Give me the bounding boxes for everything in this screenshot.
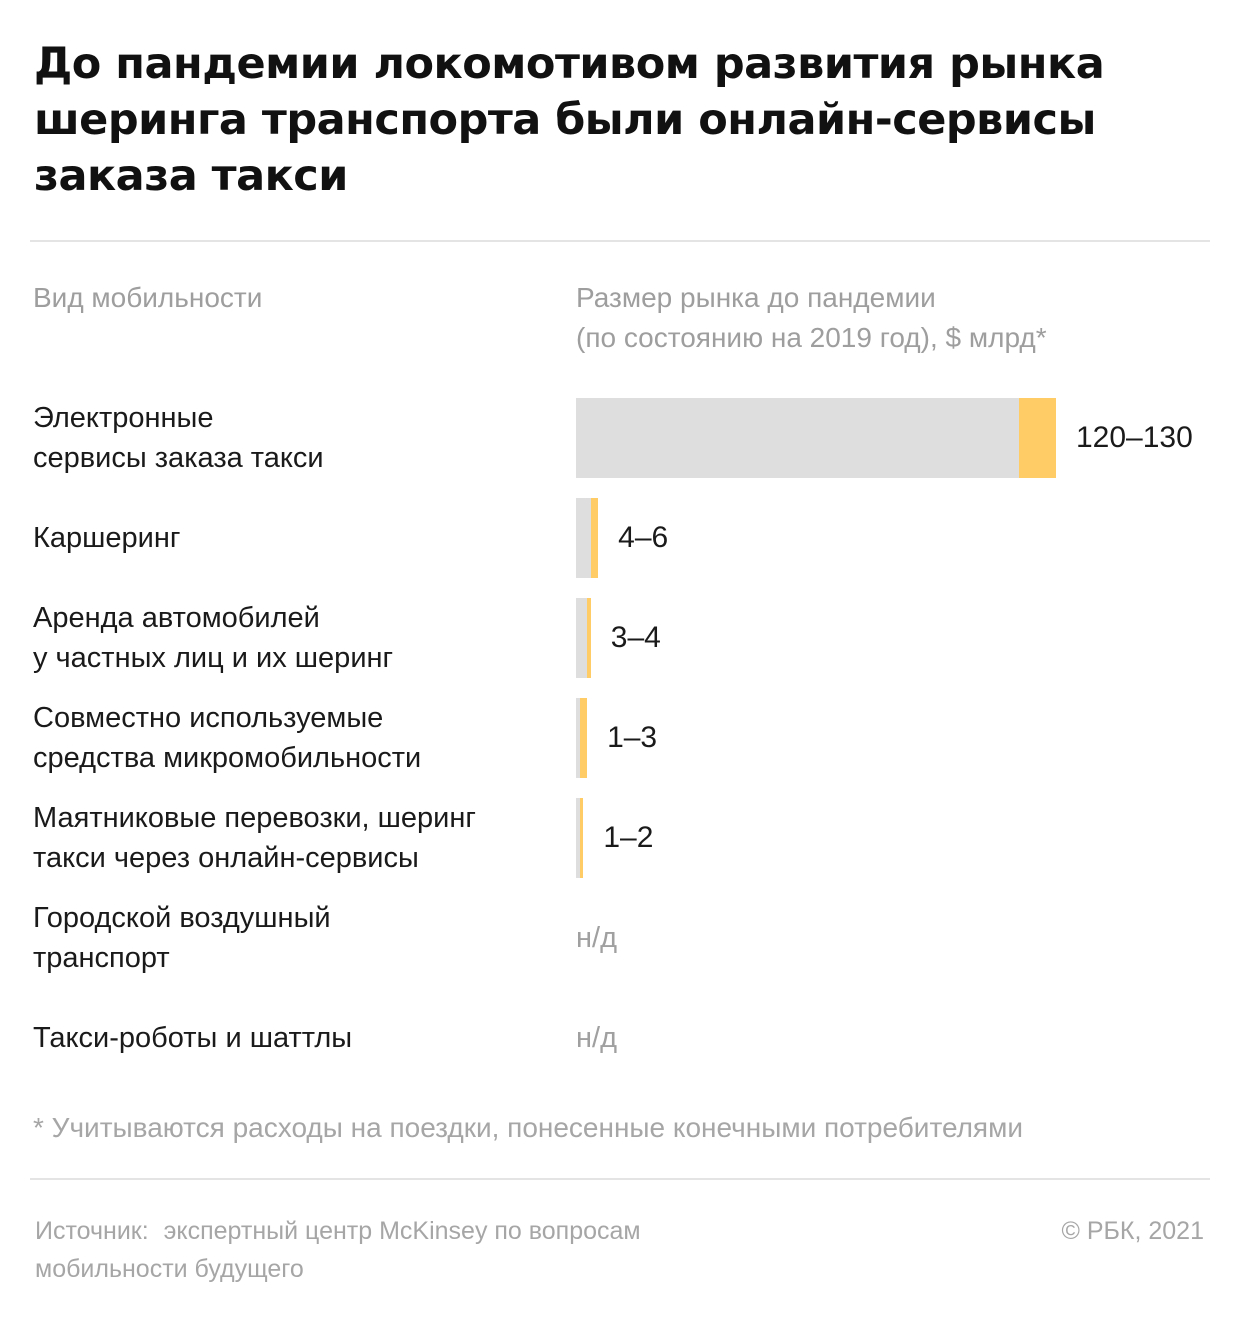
- row-label-line: Электронные: [33, 402, 214, 434]
- bar-row: Такси-роботы и шаттлы н/д: [0, 998, 1240, 1078]
- source-label: Источник:: [35, 1217, 149, 1245]
- row-label: Городской воздушный транспорт: [33, 898, 563, 978]
- row-label-line: транспорт: [33, 942, 170, 974]
- bar-area: 1–3: [576, 698, 1216, 778]
- bar-value-label: 1–2: [603, 821, 654, 854]
- row-label-line: Каршеринг: [33, 522, 181, 554]
- bar-min-segment: [576, 698, 580, 778]
- row-label-line: Совместно используемые: [33, 702, 384, 734]
- row-label-line: у частных лиц и их шеринг: [33, 642, 394, 674]
- bar-range-segment: [587, 598, 591, 678]
- bar-area: 4–6: [576, 498, 1216, 578]
- bar-area: 120–130: [576, 398, 1216, 478]
- bar-range-segment: [590, 498, 599, 578]
- category-column-header: Вид мобильности: [33, 282, 263, 313]
- bar-row: Маятниковые перевозки, шеринг такси через…: [0, 798, 1240, 878]
- bar-min-segment: [576, 398, 1020, 478]
- row-label: Совместно используемые средства микромоби…: [33, 698, 563, 778]
- row-label: Аренда автомобилей у частных лиц и их шер…: [33, 598, 563, 678]
- row-label-line: Аренда автомобилей: [33, 602, 320, 634]
- bar-range-segment: [579, 798, 584, 878]
- bar-row: Аренда автомобилей у частных лиц и их шер…: [0, 598, 1240, 678]
- bar-min-segment: [576, 498, 591, 578]
- bar-min-segment: [576, 798, 580, 878]
- row-label-line: Маятниковые перевозки, шеринг: [33, 802, 476, 834]
- bar-value-label: 120–130: [1076, 421, 1193, 454]
- bar-row: Совместно используемые средства микромоби…: [0, 698, 1240, 778]
- source-text: экспертный центр McKinsey по вопросам мо…: [35, 1217, 641, 1283]
- value-column-header-line1: Размер рынка до пандемии: [576, 282, 936, 313]
- bar-value-label: 3–4: [610, 621, 661, 654]
- copyright: © РБК, 2021: [1061, 1217, 1204, 1245]
- bar-value-label: 4–6: [618, 521, 669, 554]
- row-label: Электронные сервисы заказа такси: [33, 398, 563, 478]
- bar-area: н/д: [576, 998, 1216, 1078]
- row-label: Такси-роботы и шаттлы: [33, 998, 563, 1078]
- row-label-line: средства микромобильности: [33, 742, 422, 774]
- top-divider: [30, 240, 1210, 242]
- bar-value-label: н/д: [576, 1021, 617, 1054]
- bar-row: Каршеринг 4–6: [0, 498, 1240, 578]
- row-label: Маятниковые перевозки, шеринг такси через…: [33, 798, 563, 878]
- bottom-divider: [30, 1178, 1210, 1180]
- bar-min-segment: [576, 598, 588, 678]
- bar-range-segment: [1019, 398, 1056, 478]
- chart-title: До пандемии локомотивом развития рынка ш…: [34, 39, 1105, 201]
- bar-row: Электронные сервисы заказа такси 120–130: [0, 398, 1240, 478]
- bar-row: Городской воздушный транспорт н/д: [0, 898, 1240, 978]
- value-column-header-line2: (по состоянию на 2019 год), $ млрд*: [576, 322, 1047, 353]
- bar-area: н/д: [576, 898, 1216, 978]
- bar-range-segment: [579, 698, 588, 778]
- row-label-line: сервисы заказа такси: [33, 442, 324, 474]
- source-note: Источник: экспертный центр McKinsey по в…: [35, 1212, 795, 1288]
- bar-area: 1–2: [576, 798, 1216, 878]
- bar-area: 3–4: [576, 598, 1216, 678]
- bar-value-label: 1–3: [607, 721, 658, 754]
- row-label-line: Такси-роботы и шаттлы: [33, 1022, 353, 1054]
- value-column-header: Размер рынка до пандемии (по состоянию н…: [576, 278, 1196, 358]
- row-label: Каршеринг: [33, 498, 563, 578]
- row-label-line: Городской воздушный: [33, 902, 331, 934]
- bar-value-label: н/д: [576, 921, 617, 954]
- row-label-line: такси через онлайн-сервисы: [33, 842, 419, 874]
- footnote: * Учитываются расходы на поездки, понесе…: [33, 1112, 1023, 1143]
